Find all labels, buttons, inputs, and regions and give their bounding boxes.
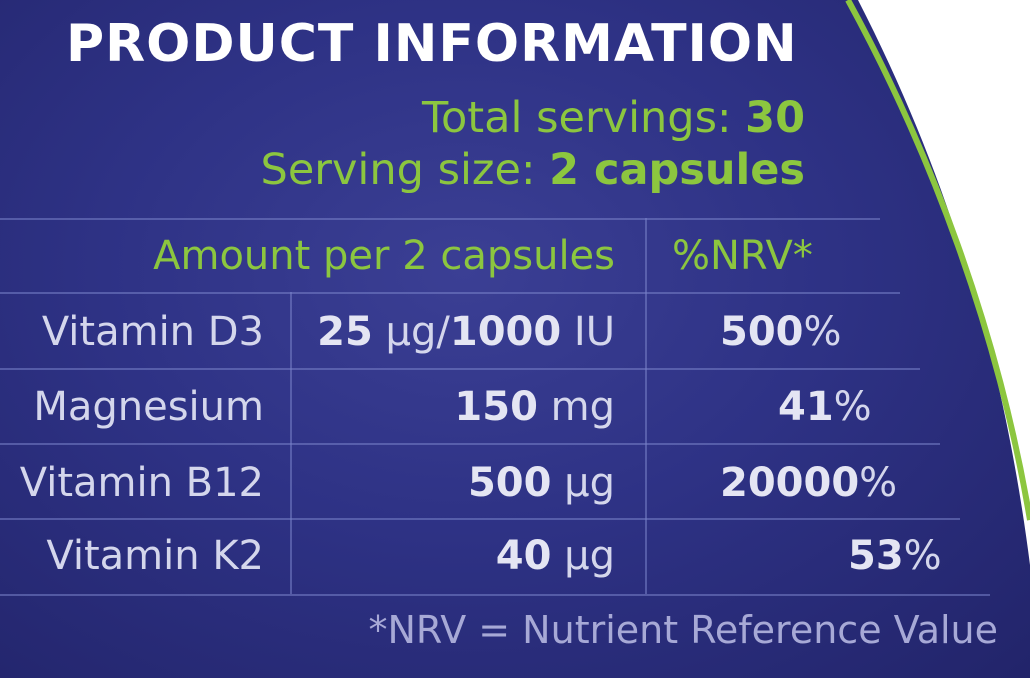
- header-nrv: %NRV*: [672, 233, 813, 279]
- nutrient-amount: 500 µg: [467, 460, 615, 506]
- table-rule-row2: [0, 443, 940, 445]
- table-divider-nutrient: [290, 292, 292, 594]
- nutrient-amount: 40 µg: [495, 533, 615, 579]
- nrv-footnote: *NRV = Nutrient Reference Value: [368, 608, 998, 652]
- green-curve-stripe: [845, 0, 1030, 521]
- table-rule-header: [0, 292, 900, 294]
- nutrient-nrv: 53%: [848, 533, 942, 579]
- table-rule-row3: [0, 518, 960, 520]
- servings-info: Total servings: 30 Serving size: 2 capsu…: [261, 92, 805, 196]
- nutrient-amount: 25 µg/1000 IU: [317, 309, 615, 355]
- nutrient-nrv: 20000%: [720, 460, 898, 506]
- nutrient-name: Vitamin B12: [19, 460, 264, 506]
- table-rule-row1: [0, 368, 920, 370]
- nutrient-name: Vitamin D3: [41, 309, 264, 355]
- total-servings: Total servings: 30: [422, 93, 805, 143]
- table-rule-top: [0, 218, 880, 220]
- white-curve-region: [858, 0, 1030, 565]
- nutrient-name: Vitamin K2: [46, 533, 264, 579]
- nutrient-name: Magnesium: [33, 384, 264, 430]
- serving-size: Serving size: 2 capsules: [260, 145, 805, 195]
- nutrient-amount: 150 mg: [454, 384, 615, 430]
- nutrient-nrv: 500%: [720, 309, 842, 355]
- page-title: PRODUCT INFORMATION: [66, 14, 798, 74]
- table-divider-nrv: [645, 218, 647, 594]
- header-amount: Amount per 2 capsules: [153, 233, 615, 279]
- nutrient-nrv: 41%: [778, 384, 872, 430]
- table-rule-bottom: [0, 594, 990, 596]
